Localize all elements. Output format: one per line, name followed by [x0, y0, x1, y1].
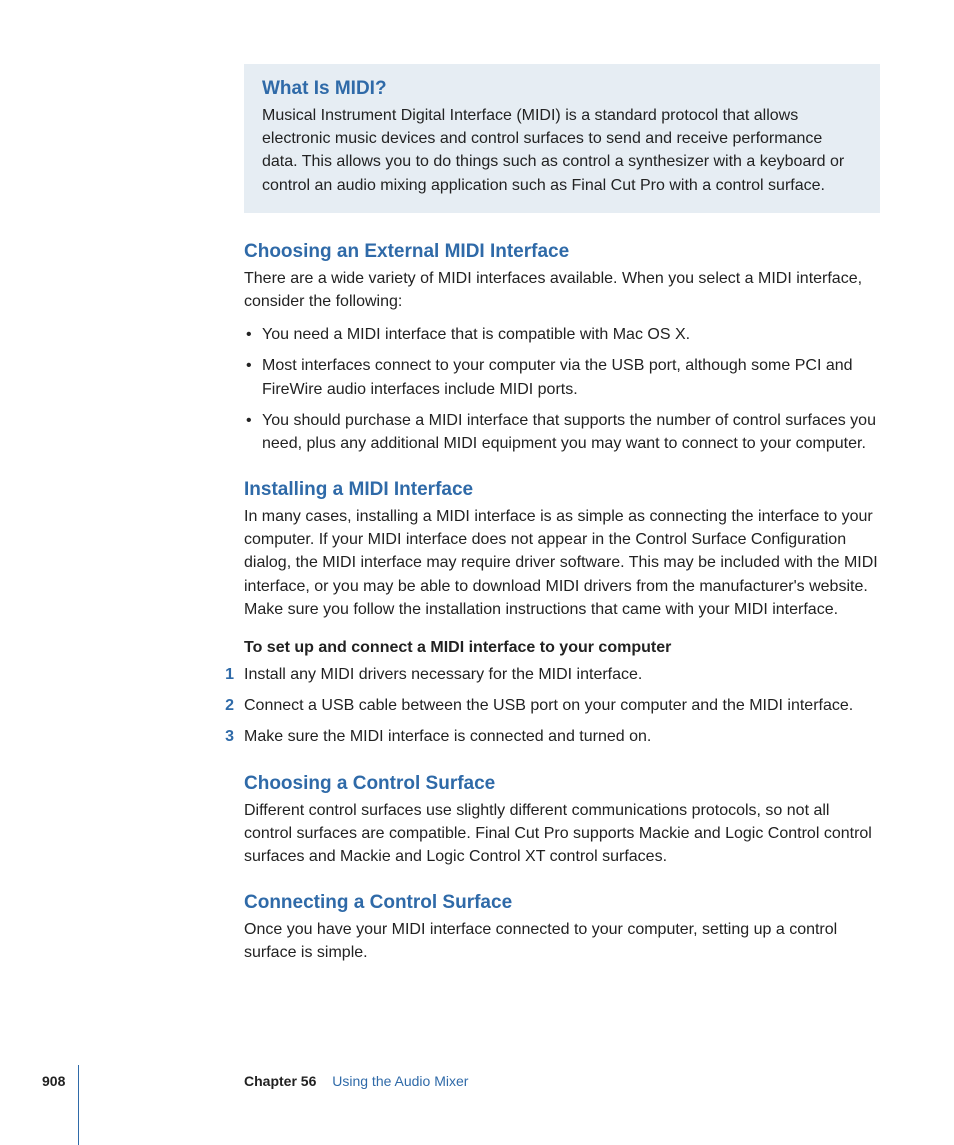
page-content: What Is MIDI? Musical Instrument Digital…	[0, 0, 954, 965]
section-intro: In many cases, installing a MIDI interfa…	[244, 505, 880, 621]
page-number: 908	[42, 1073, 65, 1089]
section-heading: Connecting a Control Surface	[244, 892, 880, 914]
section-installing-midi: Installing a MIDI Interface In many case…	[244, 479, 880, 749]
step-number: 1	[220, 663, 244, 686]
chapter-label: Chapter 56 Using the Audio Mixer	[244, 1073, 468, 1089]
list-item: 2Connect a USB cable between the USB por…	[220, 694, 880, 717]
section-choosing-external-midi: Choosing an External MIDI Interface Ther…	[244, 241, 880, 455]
section-connecting-control-surface: Connecting a Control Surface Once you ha…	[244, 892, 880, 964]
page-footer: 908 Chapter 56 Using the Audio Mixer	[0, 1073, 954, 1103]
section-choosing-control-surface: Choosing a Control Surface Different con…	[244, 773, 880, 869]
section-heading: Choosing a Control Surface	[244, 773, 880, 795]
section-heading: Installing a MIDI Interface	[244, 479, 880, 501]
instruction-heading: To set up and connect a MIDI interface t…	[244, 639, 880, 657]
list-item: Most interfaces connect to your computer…	[244, 354, 880, 400]
step-number: 2	[220, 694, 244, 717]
footer-container: 908 Chapter 56 Using the Audio Mixer	[0, 1065, 954, 1145]
bullet-list: You need a MIDI interface that is compat…	[244, 323, 880, 455]
step-text: Install any MIDI drivers necessary for t…	[244, 663, 642, 686]
callout-body: Musical Instrument Digital Interface (MI…	[262, 104, 862, 197]
numbered-list: 1Install any MIDI drivers necessary for …	[220, 663, 880, 749]
section-intro: There are a wide variety of MIDI interfa…	[244, 267, 880, 313]
list-item: You should purchase a MIDI interface tha…	[244, 409, 880, 455]
section-intro: Once you have your MIDI interface connec…	[244, 918, 880, 964]
footer-rule	[78, 1065, 79, 1145]
list-item: 1Install any MIDI drivers necessary for …	[220, 663, 880, 686]
callout-what-is-midi: What Is MIDI? Musical Instrument Digital…	[244, 64, 880, 213]
list-item: 3Make sure the MIDI interface is connect…	[220, 725, 880, 748]
section-intro: Different control surfaces use slightly …	[244, 799, 880, 869]
list-item: You need a MIDI interface that is compat…	[244, 323, 880, 346]
chapter-number: Chapter 56	[244, 1073, 316, 1089]
step-number: 3	[220, 725, 244, 748]
step-text: Connect a USB cable between the USB port…	[244, 694, 853, 717]
section-heading: Choosing an External MIDI Interface	[244, 241, 880, 263]
callout-title: What Is MIDI?	[262, 78, 862, 100]
chapter-title: Using the Audio Mixer	[332, 1073, 468, 1089]
step-text: Make sure the MIDI interface is connecte…	[244, 725, 651, 748]
